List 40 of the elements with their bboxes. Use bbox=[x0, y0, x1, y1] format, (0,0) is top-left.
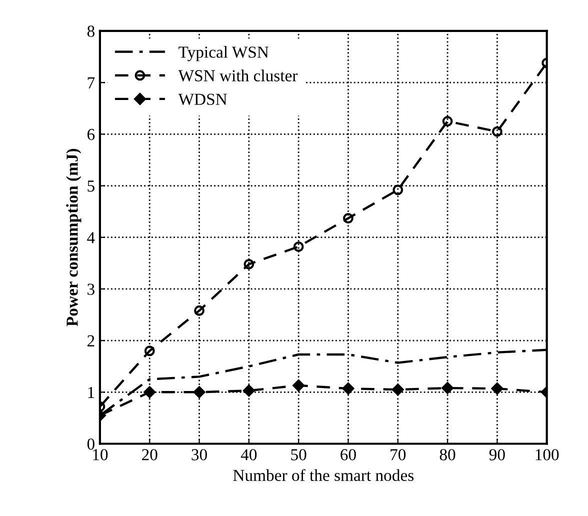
y-axis-title: Power consumption (mJ) bbox=[66, 148, 82, 326]
x-tick-label: 70 bbox=[390, 449, 406, 460]
point bbox=[392, 184, 404, 196]
x-tick-label: 100 bbox=[536, 449, 559, 460]
y-tick-label: 6 bbox=[87, 128, 95, 140]
point bbox=[342, 382, 354, 395]
y-tick-label: 3 bbox=[88, 284, 94, 295]
y-tick-label: 7 bbox=[88, 77, 95, 88]
point bbox=[392, 384, 404, 396]
x-tick-label: 90 bbox=[489, 449, 505, 460]
point bbox=[194, 305, 204, 316]
y-tick-label: 8 bbox=[87, 26, 94, 37]
point bbox=[292, 379, 305, 392]
y-tick-label: 2 bbox=[87, 335, 94, 346]
x-axis-title: Number of the smart nodes bbox=[233, 469, 414, 482]
legend-label: WDSN bbox=[178, 94, 227, 106]
legend-label: WSN with cluster bbox=[178, 70, 298, 82]
y-tick-label: 4 bbox=[87, 232, 95, 244]
x-tick-label: 40 bbox=[240, 449, 257, 460]
point bbox=[491, 382, 504, 395]
x-tick-label: 60 bbox=[340, 449, 356, 460]
y-tick-label: 5 bbox=[88, 180, 94, 192]
x-tick-label: 30 bbox=[192, 449, 207, 460]
point bbox=[442, 382, 454, 394]
point bbox=[193, 386, 206, 398]
y-tick-label: 1 bbox=[88, 386, 94, 398]
point bbox=[293, 241, 304, 252]
point bbox=[144, 346, 155, 356]
point bbox=[442, 116, 453, 126]
point bbox=[244, 258, 254, 270]
point bbox=[242, 384, 255, 397]
point bbox=[144, 386, 156, 398]
x-tick-label: 50 bbox=[291, 449, 306, 460]
x-tick-label: 80 bbox=[440, 449, 456, 460]
point bbox=[343, 213, 354, 224]
x-tick-label: 10 bbox=[93, 449, 108, 460]
point bbox=[492, 126, 502, 137]
legend-label: Typical WSN bbox=[178, 46, 269, 62]
y-tick-label: 0 bbox=[87, 438, 94, 450]
x-tick-label: 20 bbox=[142, 449, 158, 460]
